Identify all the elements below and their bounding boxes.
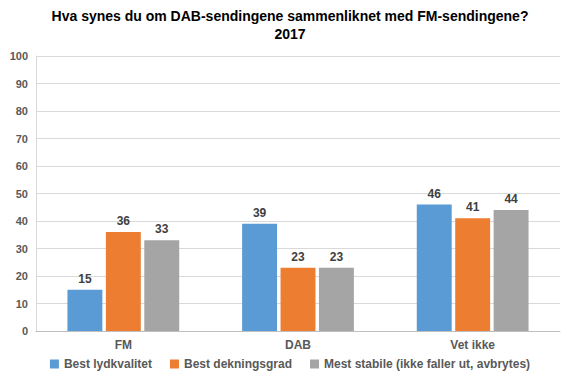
svg-text:Best lydkvalitet: Best lydkvalitet [64,357,152,371]
svg-text:36: 36 [117,214,131,228]
svg-text:50: 50 [16,188,28,200]
svg-text:2017: 2017 [274,26,305,42]
svg-text:80: 80 [16,105,28,117]
svg-text:DAB: DAB [285,338,311,352]
svg-text:Best dekningsgrad: Best dekningsgrad [184,357,292,371]
svg-text:39: 39 [253,206,267,220]
svg-text:70: 70 [16,133,28,145]
svg-text:Vet ikke: Vet ikke [450,338,495,352]
svg-text:23: 23 [330,250,344,264]
svg-text:15: 15 [78,272,92,286]
svg-text:44: 44 [504,192,518,206]
svg-text:23: 23 [291,250,305,264]
svg-text:Mest stabile (ikke faller ut,: Mest stabile (ikke faller ut, avbrytes) [324,357,530,371]
svg-text:0: 0 [22,325,28,337]
svg-text:30: 30 [16,243,28,255]
svg-text:40: 40 [16,215,28,227]
svg-text:90: 90 [16,78,28,90]
svg-text:33: 33 [155,222,169,236]
svg-text:41: 41 [466,200,480,214]
svg-text:FM: FM [115,338,132,352]
svg-text:20: 20 [16,270,28,282]
svg-text:Hva synes du om DAB-sendingene: Hva synes du om DAB-sendingene sammenlik… [52,8,529,24]
svg-text:60: 60 [16,160,28,172]
svg-text:46: 46 [428,187,442,201]
svg-text:10: 10 [16,298,28,310]
svg-text:100: 100 [10,50,28,62]
